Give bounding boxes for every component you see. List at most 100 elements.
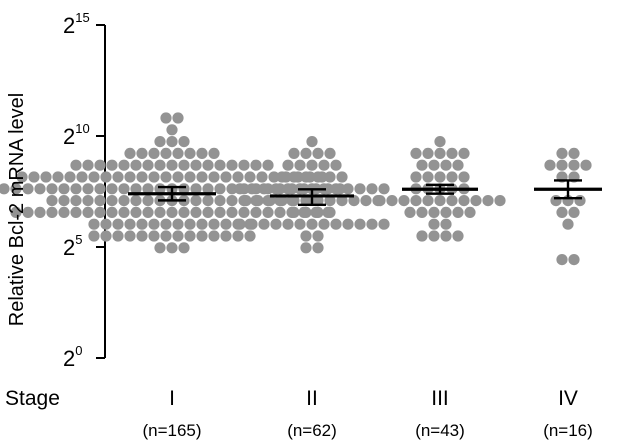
data-point xyxy=(270,218,282,230)
data-point xyxy=(244,230,256,242)
data-point xyxy=(556,254,568,266)
data-point xyxy=(556,147,568,159)
data-point xyxy=(446,171,458,183)
data-point xyxy=(70,159,82,171)
data-point xyxy=(246,183,258,195)
data-point xyxy=(112,218,124,230)
data-point xyxy=(234,218,246,230)
data-point xyxy=(550,195,562,207)
data-point xyxy=(28,171,40,183)
data-point xyxy=(458,147,470,159)
data-point xyxy=(324,206,336,218)
data-point xyxy=(288,171,300,183)
data-point xyxy=(166,136,178,148)
data-point xyxy=(262,159,274,171)
data-point xyxy=(288,206,300,218)
data-point xyxy=(154,136,166,148)
data-point xyxy=(574,195,586,207)
data-point xyxy=(148,230,160,242)
data-point xyxy=(434,195,446,207)
data-point xyxy=(106,159,118,171)
data-point xyxy=(124,147,136,159)
data-point xyxy=(196,171,208,183)
data-point xyxy=(136,218,148,230)
data-point xyxy=(100,171,112,183)
data-point xyxy=(232,171,244,183)
x-tick-label: I xyxy=(169,387,175,410)
x-axis-title: Stage xyxy=(5,387,60,410)
data-point xyxy=(300,147,312,159)
data-point xyxy=(446,195,458,207)
data-point xyxy=(568,147,580,159)
y-tick-base: 2 xyxy=(63,124,75,149)
data-point xyxy=(330,218,342,230)
data-point xyxy=(178,159,190,171)
data-point xyxy=(568,254,580,266)
data-point xyxy=(148,218,160,230)
data-point xyxy=(318,218,330,230)
data-point xyxy=(312,147,324,159)
data-point xyxy=(58,206,70,218)
data-point xyxy=(100,230,112,242)
data-point xyxy=(208,171,220,183)
data-point xyxy=(330,183,342,195)
data-point xyxy=(312,242,324,254)
data-point xyxy=(434,136,446,148)
data-point xyxy=(378,183,390,195)
x-tick-label: IV xyxy=(558,387,578,410)
data-point xyxy=(226,206,238,218)
y-tick-base: 2 xyxy=(63,346,75,371)
data-point xyxy=(386,195,398,207)
data-point xyxy=(482,195,494,207)
data-point xyxy=(16,171,28,183)
data-point xyxy=(172,218,184,230)
data-point xyxy=(154,159,166,171)
data-point xyxy=(422,171,434,183)
data-point xyxy=(172,230,184,242)
data-point xyxy=(324,171,336,183)
data-point xyxy=(268,171,280,183)
data-point xyxy=(416,230,428,242)
x-tick-label: III xyxy=(431,387,449,410)
data-point xyxy=(136,147,148,159)
data-point xyxy=(312,195,324,207)
data-point xyxy=(160,112,172,124)
data-point xyxy=(306,218,318,230)
data-points xyxy=(0,112,592,266)
data-point xyxy=(422,195,434,207)
data-point xyxy=(458,195,470,207)
data-point xyxy=(100,218,112,230)
data-point xyxy=(434,171,446,183)
data-point xyxy=(300,171,312,183)
data-point xyxy=(270,183,282,195)
data-point xyxy=(252,195,264,207)
data-point xyxy=(172,112,184,124)
data-point xyxy=(10,206,22,218)
data-point xyxy=(342,218,354,230)
data-point xyxy=(208,230,220,242)
data-point xyxy=(172,171,184,183)
data-point xyxy=(470,195,482,207)
data-point xyxy=(82,159,94,171)
data-point xyxy=(166,159,178,171)
data-point xyxy=(330,159,342,171)
data-point xyxy=(70,183,82,195)
data-point xyxy=(130,159,142,171)
data-point xyxy=(226,183,238,195)
x-tick-label: II xyxy=(306,387,318,410)
data-point xyxy=(336,171,348,183)
data-point xyxy=(434,147,446,159)
data-point xyxy=(184,171,196,183)
data-point xyxy=(166,242,178,254)
data-point xyxy=(64,171,76,183)
data-point xyxy=(440,230,452,242)
data-point xyxy=(324,195,336,207)
data-point xyxy=(88,230,100,242)
data-point xyxy=(416,159,428,171)
data-point xyxy=(178,242,190,254)
data-point xyxy=(276,171,288,183)
data-point xyxy=(208,147,220,159)
data-point xyxy=(142,195,154,207)
data-point xyxy=(10,183,22,195)
